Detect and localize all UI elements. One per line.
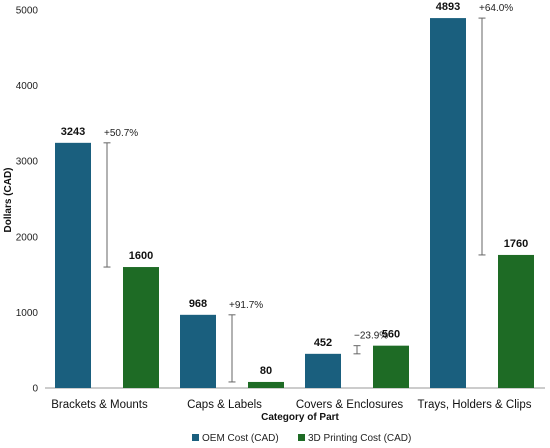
y-tick-label: 3000 <box>16 157 39 168</box>
x-axis-title: Category of Part <box>261 412 339 423</box>
data-label-oem: 452 <box>314 337 332 349</box>
data-label-3d-printing: 560 <box>382 329 400 341</box>
data-label-oem: 4893 <box>436 1 460 13</box>
savings-percent-label: +50.7% <box>104 128 138 139</box>
data-label-oem: 3243 <box>61 126 85 138</box>
y-axis-title: Dollars (CAD) <box>3 167 14 232</box>
bar-oem-cost <box>430 18 466 388</box>
legend-label: OEM Cost (CAD) <box>202 433 279 444</box>
x-tick-label: Caps & Labels <box>187 399 262 411</box>
x-tick-label: Brackets & Mounts <box>51 399 148 411</box>
y-tick-label: 1000 <box>16 308 39 319</box>
bar-3d-printing-cost <box>373 345 409 388</box>
savings-percent-label: +64.0% <box>479 3 513 14</box>
data-label-3d-printing: 1600 <box>129 250 153 262</box>
bar-3d-printing-cost <box>248 381 284 388</box>
data-label-oem: 968 <box>189 298 207 310</box>
legend-swatch <box>298 434 305 441</box>
bar-3d-printing-cost <box>123 267 159 388</box>
x-tick-label: Trays, Holders & Clips <box>418 399 532 411</box>
legend-swatch <box>192 434 199 441</box>
savings-percent-label: +91.7% <box>229 300 263 311</box>
bar-oem-cost <box>55 142 91 388</box>
y-tick-label: 2000 <box>16 232 39 243</box>
savings-percent-label: −23.9% <box>354 331 388 342</box>
data-label-3d-printing: 1760 <box>504 238 528 250</box>
bar-oem-cost <box>180 314 216 388</box>
x-tick-label: Covers & Enclosures <box>296 399 404 411</box>
data-label-3d-printing: 80 <box>260 365 272 377</box>
y-tick-label: 5000 <box>16 6 39 17</box>
legend-label: 3D Printing Cost (CAD) <box>308 433 411 444</box>
y-tick-label: 0 <box>32 384 38 395</box>
bar-3d-printing-cost <box>498 254 534 388</box>
y-tick-label: 4000 <box>16 81 39 92</box>
bar-oem-cost <box>305 353 341 388</box>
